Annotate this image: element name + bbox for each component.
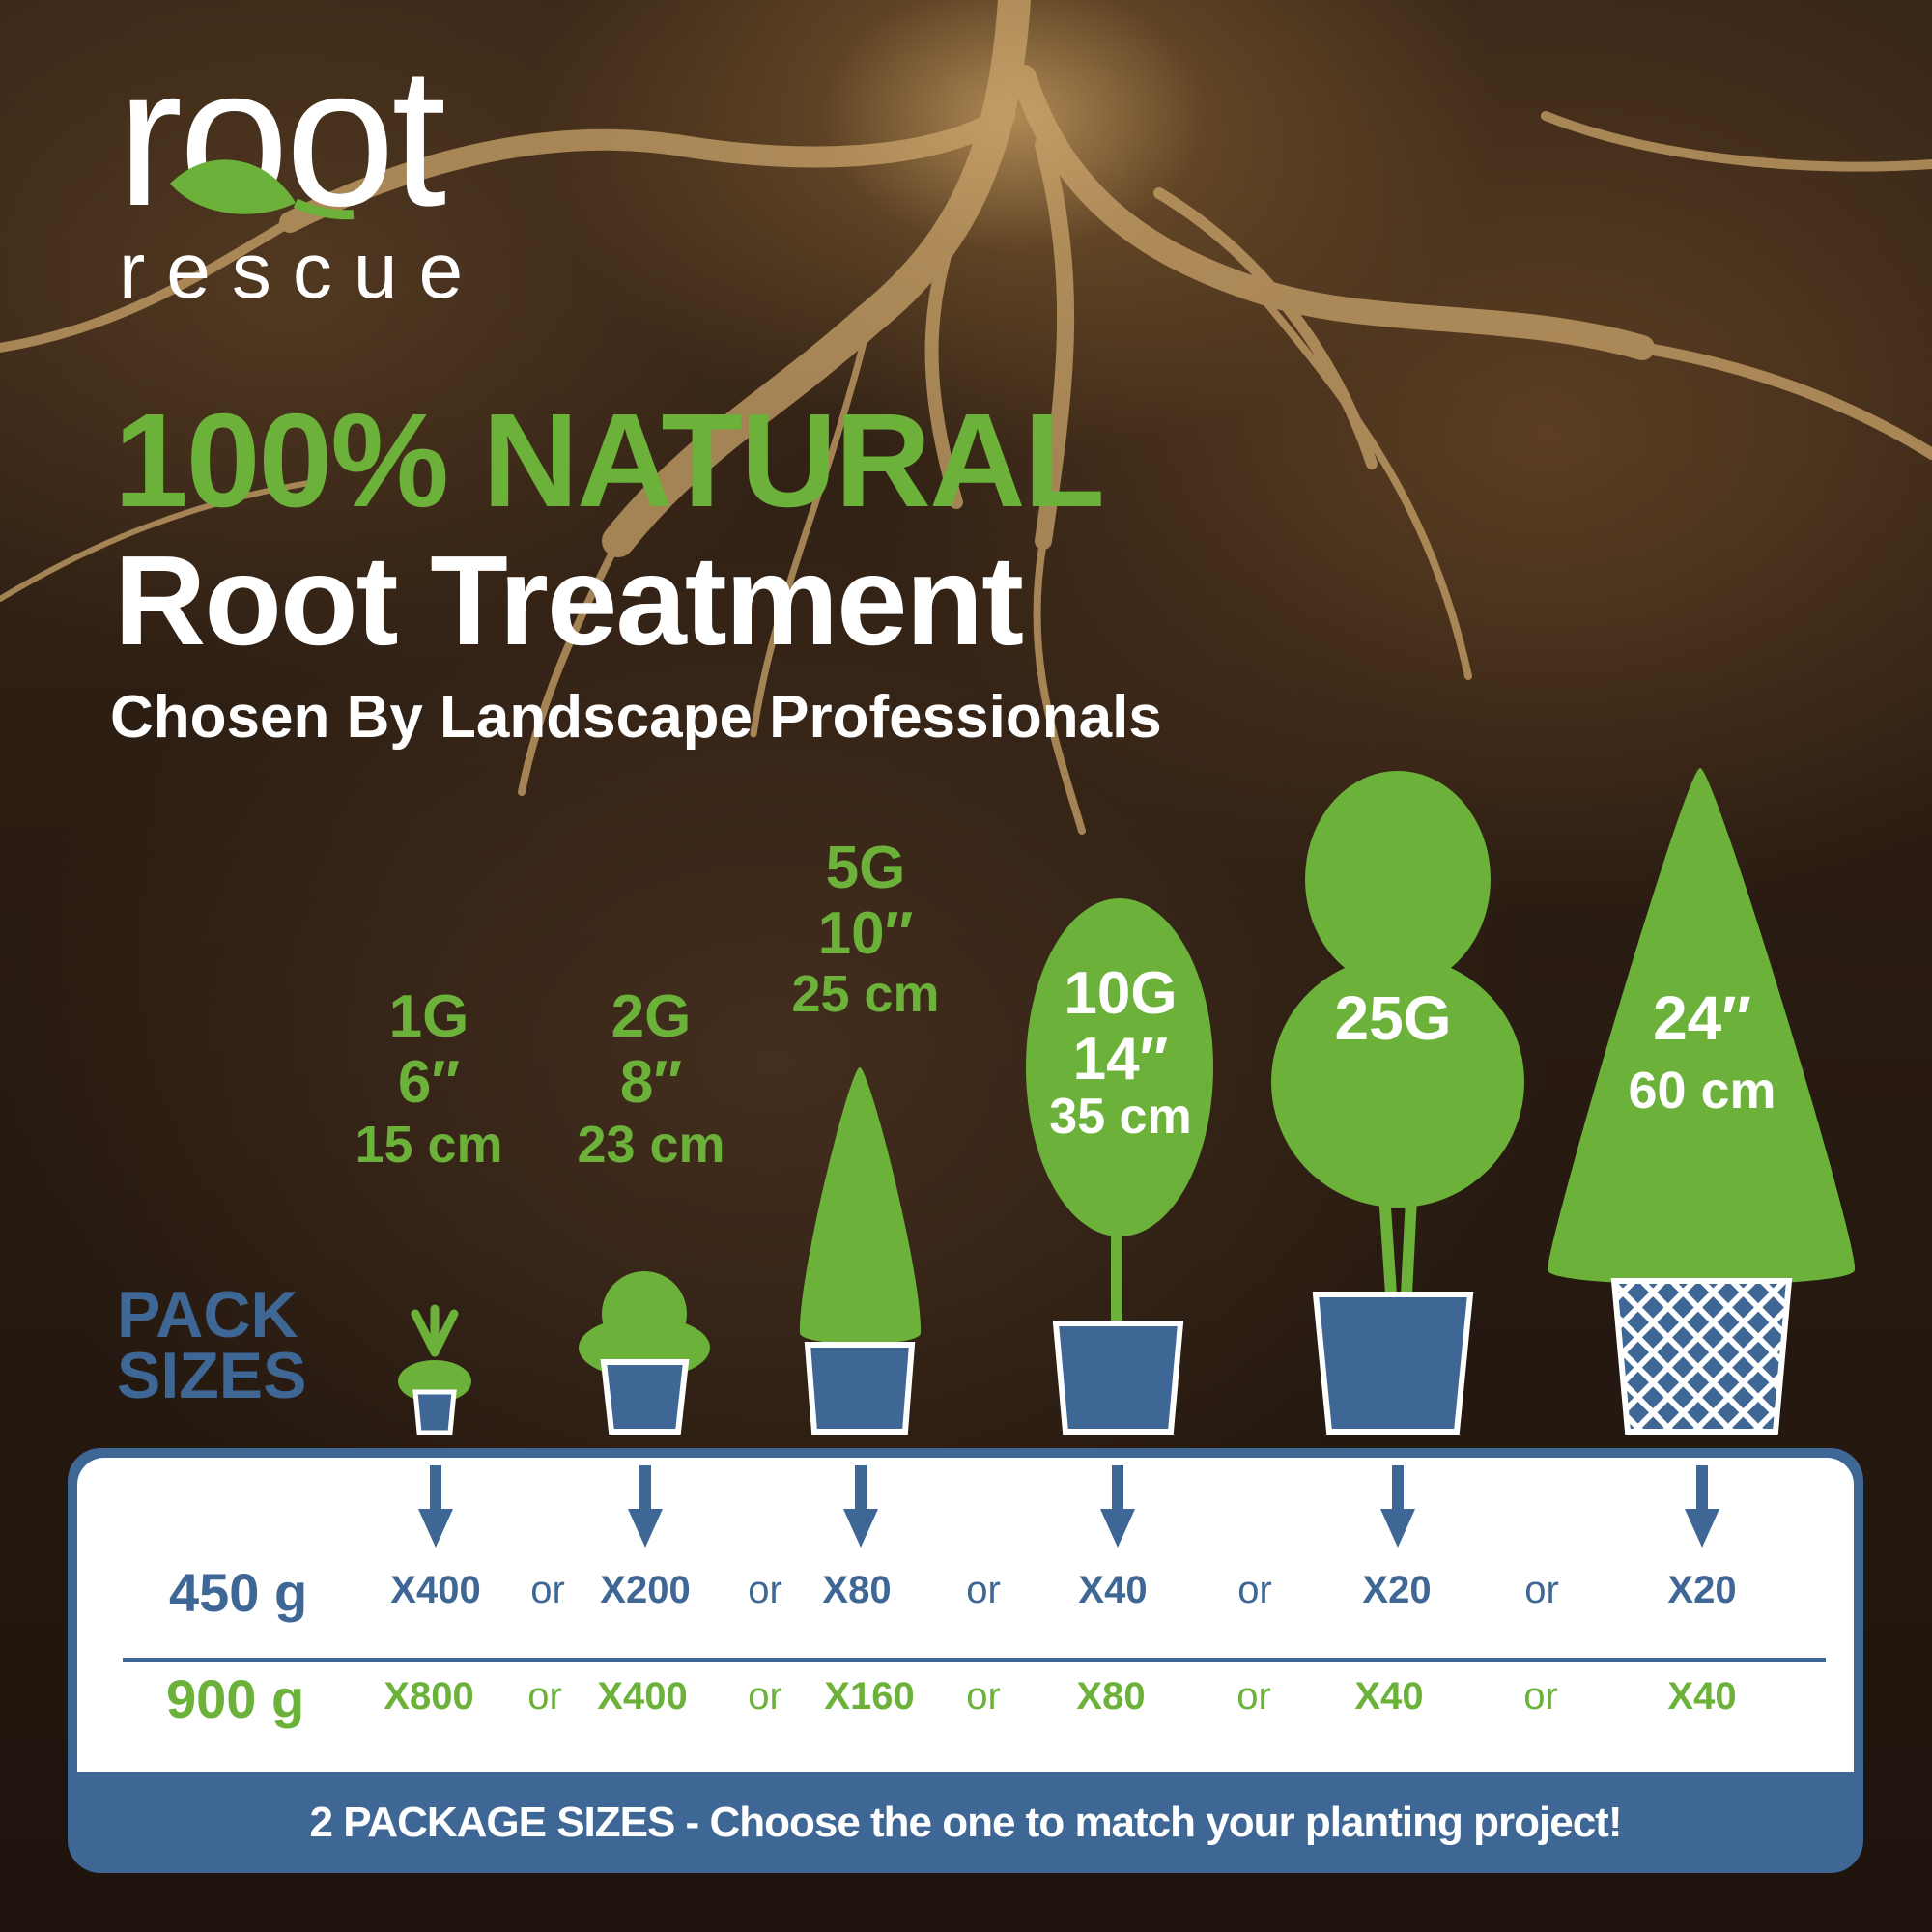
headline-subtitle: Chosen By Landscape Professionals [110, 684, 1162, 751]
cone-tree-basket-icon [1547, 768, 1856, 1435]
cm-label: 25 cm [791, 965, 940, 1023]
cm-label: 15 cm [355, 1116, 503, 1174]
count-24in: X40 [1667, 1675, 1737, 1718]
plant-label-25g: 25G [1335, 987, 1452, 1049]
count-5g: X80 [822, 1569, 892, 1611]
count-2g: X400 [597, 1675, 688, 1718]
table-row-450g: 450 g X400 or X200 or X80 or X40 or X20 … [77, 1562, 1854, 1636]
double-canopy-tree-pot-icon [1271, 771, 1524, 1435]
root-rescue-logo: root rescue [117, 38, 523, 315]
or-separator: or [966, 1675, 1001, 1718]
inches-label: 8″ [619, 1049, 683, 1116]
leaf-icon [170, 159, 354, 220]
oval-tree-pot-icon [1026, 898, 1213, 1435]
or-separator: or [1524, 1569, 1559, 1611]
footer-banner: 2 PACKAGE SIZES - Choose the one to matc… [309, 1798, 1623, 1846]
inches-label: 24″ [1653, 983, 1751, 1053]
table-body: 450 g X400 or X200 or X80 or X40 or X20 … [77, 1458, 1854, 1772]
headline-natural: 100% NATURAL [114, 386, 1105, 535]
table-row-900g: 900 g X800 or X400 or X160 or X80 or X40… [77, 1668, 1854, 1743]
count-25g: X40 [1354, 1675, 1424, 1718]
cm-label: 23 cm [577, 1116, 725, 1174]
bush-pot-icon [579, 1271, 710, 1435]
or-separator: or [748, 1569, 782, 1611]
small-seedling-pot-icon [398, 1304, 471, 1435]
count-24in: X20 [1667, 1569, 1737, 1611]
gallon-label: 2G [611, 983, 692, 1050]
plant-label-10g: 10G 14″ 35 cm [1049, 960, 1192, 1145]
gallon-label: 5G [825, 835, 906, 901]
pack-sizes-line2: SIZES [117, 1338, 307, 1412]
arrow-down-icon [1685, 1465, 1719, 1548]
headline-root-treatment: Root Treatment [114, 529, 1024, 671]
row-divider [123, 1658, 1826, 1662]
cm-label: 60 cm [1628, 1062, 1776, 1120]
plant-label-24in: 24″ 60 cm [1628, 987, 1776, 1117]
or-separator: or [1523, 1675, 1558, 1718]
inches-label: 6″ [397, 1049, 461, 1116]
logo-word-rescue: rescue [119, 227, 485, 315]
count-1g: X400 [390, 1569, 481, 1611]
or-separator: or [1236, 1675, 1271, 1718]
count-2g: X200 [600, 1569, 691, 1611]
count-10g: X40 [1078, 1569, 1148, 1611]
cone-shrub-pot-icon [799, 1067, 922, 1435]
or-separator: or [530, 1569, 565, 1611]
weight-label: 900 g [166, 1668, 305, 1729]
arrow-down-icon [1380, 1465, 1415, 1548]
inches-label: 14″ [1072, 1026, 1169, 1093]
cm-label: 35 cm [1049, 1089, 1192, 1145]
plant-label-1g: 1G 6″ 15 cm [355, 983, 503, 1174]
gallon-label: 25G [1334, 983, 1452, 1053]
inches-label: 10″ [817, 900, 914, 967]
arrow-down-icon [418, 1465, 453, 1548]
pack-sizes-line1: PACK [117, 1278, 298, 1351]
arrows [418, 1465, 1719, 1548]
or-separator: or [748, 1675, 782, 1718]
arrow-down-icon [843, 1465, 878, 1548]
gallon-label: 10G [1064, 960, 1178, 1027]
or-separator: or [966, 1569, 1001, 1611]
or-separator: or [527, 1675, 562, 1718]
count-1g: X800 [384, 1675, 474, 1718]
count-25g: X20 [1362, 1569, 1432, 1611]
pack-sizes-title: PACK SIZES [117, 1278, 307, 1412]
arrow-down-icon [1100, 1465, 1135, 1548]
or-separator: or [1237, 1569, 1272, 1611]
weight-label: 450 g [169, 1562, 308, 1623]
plant-label-2g: 2G 8″ 23 cm [577, 983, 725, 1174]
gallon-label: 1G [388, 983, 469, 1050]
count-10g: X80 [1076, 1675, 1146, 1718]
pack-size-table: 450 g X400 or X200 or X80 or X40 or X20 … [68, 1448, 1863, 1873]
plant-label-5g: 5G 10″ 25 cm [791, 835, 940, 1023]
arrow-down-icon [628, 1465, 663, 1548]
count-5g: X160 [824, 1675, 915, 1718]
